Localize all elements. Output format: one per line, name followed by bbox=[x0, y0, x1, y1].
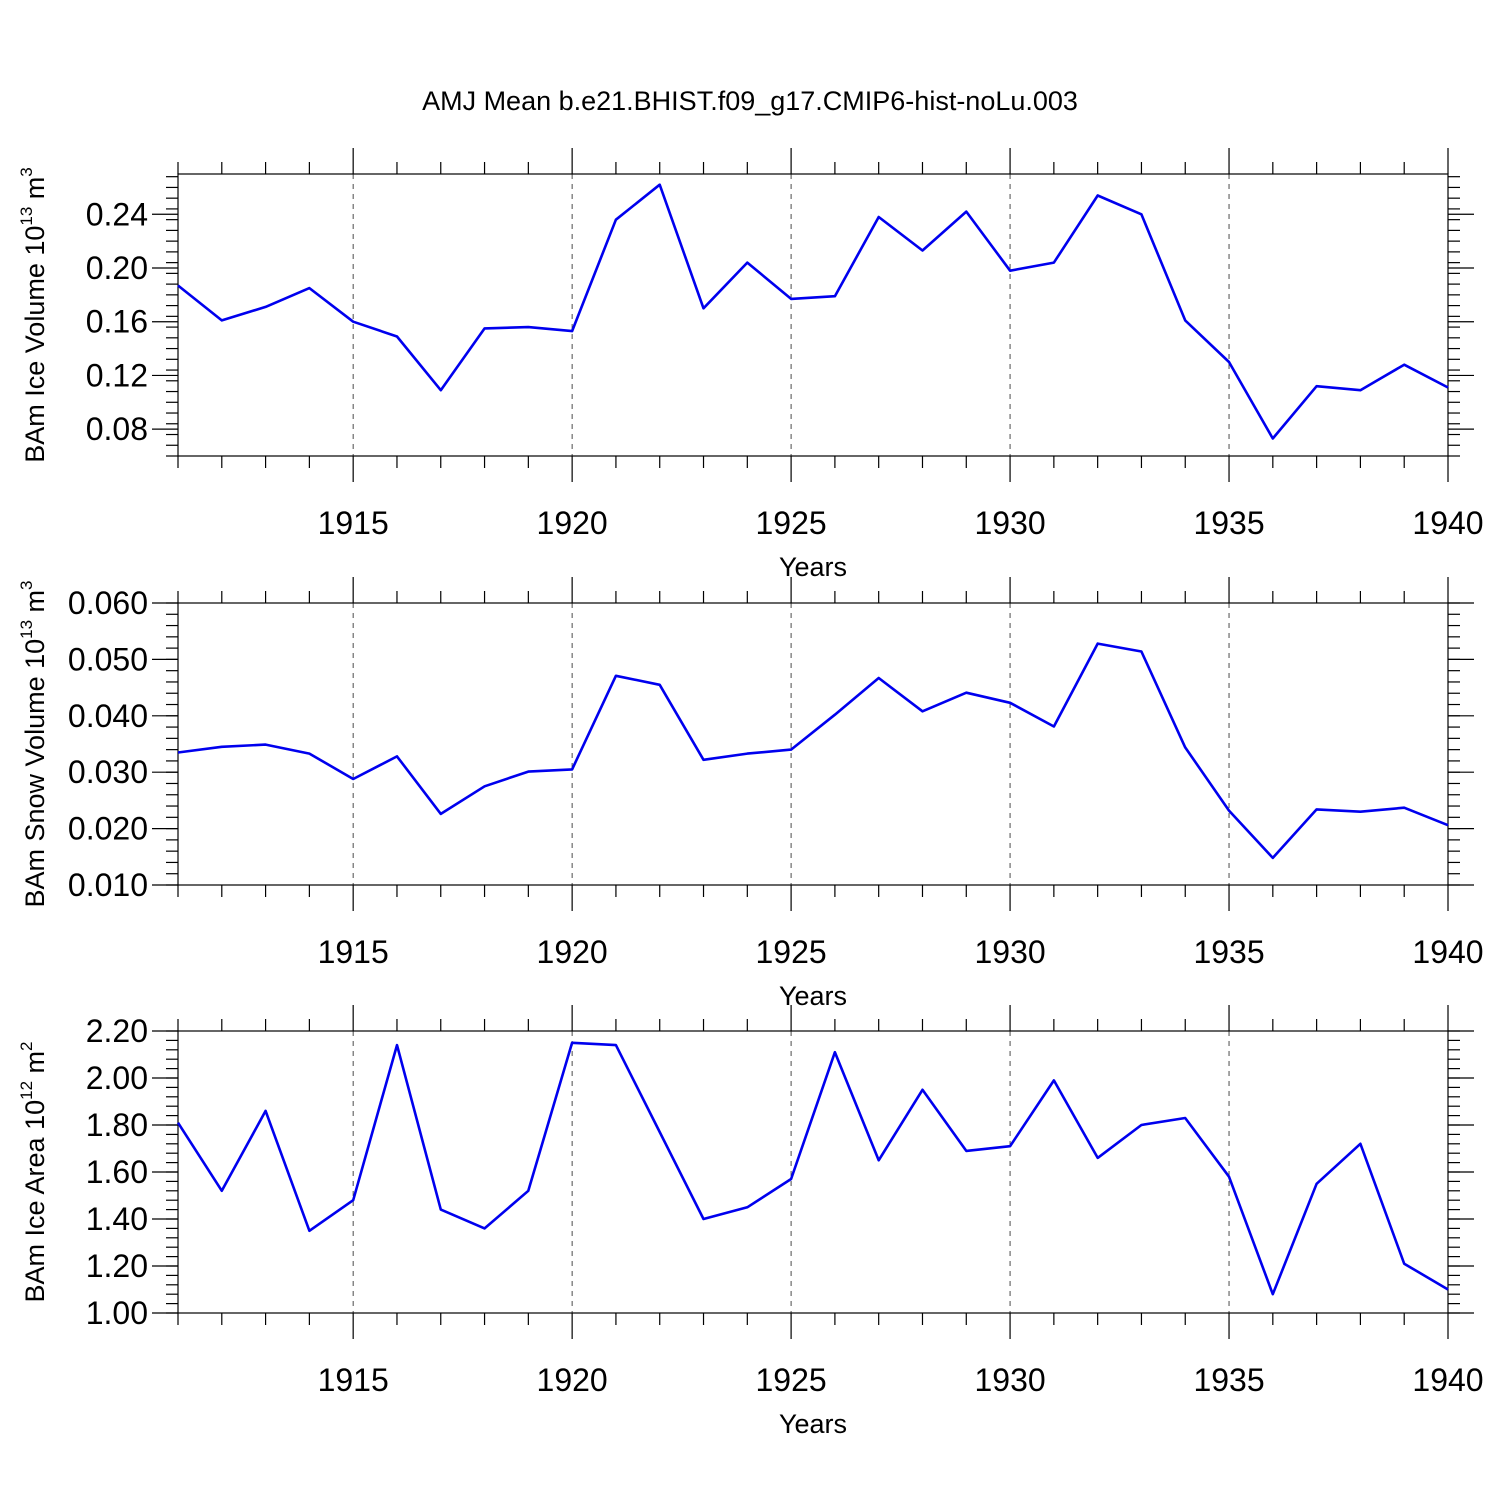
y-tick-label: 0.12 bbox=[86, 357, 148, 393]
y-tick-label: 1.00 bbox=[86, 1295, 148, 1331]
y-axis-label: BAm Ice Volume 1013 m3 bbox=[17, 167, 50, 463]
x-tick-label: 1920 bbox=[537, 1362, 608, 1398]
x-tick-label: 1940 bbox=[1412, 1362, 1483, 1398]
y-tick-label: 0.08 bbox=[86, 411, 148, 447]
panel-3: 1.00 1.20 1.40 1.60 1.80 2.00 2.20 1915 1920 1925… bbox=[17, 1005, 1484, 1439]
y-tick-label: 0.20 bbox=[86, 250, 148, 286]
y-tick-label: 0.040 bbox=[68, 698, 148, 734]
x-tick-label: 1930 bbox=[974, 505, 1045, 541]
y-tick-label: 0.010 bbox=[68, 867, 148, 903]
plot-frame bbox=[177, 173, 1449, 457]
x-tick-label: 1925 bbox=[756, 505, 827, 541]
series-line-1 bbox=[177, 642, 1449, 860]
x-axis-label: Years bbox=[779, 552, 847, 582]
series-line-1 bbox=[177, 183, 1449, 440]
x-tick-label: 1935 bbox=[1193, 1362, 1264, 1398]
x-tick-label: 1925 bbox=[756, 934, 827, 970]
panel-2: 0.010 0.020 0.030 0.040 0.050 0.060 1915 1920 19… bbox=[17, 577, 1484, 1011]
y-tick-label: 0.060 bbox=[68, 585, 148, 621]
x-axis-label: Years bbox=[779, 981, 847, 1011]
x-tick-label: 1930 bbox=[974, 1362, 1045, 1398]
x-tick-label: 1915 bbox=[318, 1362, 389, 1398]
y-axis-label: BAm Snow Volume 1013 m3 bbox=[17, 580, 50, 907]
x-tick-label: 1935 bbox=[1193, 934, 1264, 970]
x-tick-label: 1920 bbox=[537, 505, 608, 541]
y-tick-label: 0.16 bbox=[86, 304, 148, 340]
y-tick-label: 0.050 bbox=[68, 641, 148, 677]
y-tick-label: 1.80 bbox=[86, 1107, 148, 1143]
x-tick-label: 1925 bbox=[756, 1362, 827, 1398]
plot-frame bbox=[177, 602, 1449, 886]
y-tick-label: 2.20 bbox=[86, 1013, 148, 1049]
y-tick-label: 0.030 bbox=[68, 754, 148, 790]
x-tick-label: 1940 bbox=[1412, 934, 1483, 970]
x-tick-label: 1915 bbox=[318, 505, 389, 541]
panel-1: 0.08 0.12 0.16 0.20 0.24 1915 1920 1925 1930 1935… bbox=[17, 148, 1484, 582]
x-tick-label: 1940 bbox=[1412, 505, 1483, 541]
figure-title: AMJ Mean b.e21.BHIST.f09_g17.CMIP6-hist-… bbox=[422, 86, 1078, 116]
x-tick-label: 1935 bbox=[1193, 505, 1264, 541]
x-tick-label: 1920 bbox=[537, 934, 608, 970]
series-line-1 bbox=[176, 1041, 1449, 1296]
y-tick-label: 2.00 bbox=[86, 1060, 148, 1096]
x-tick-label: 1930 bbox=[974, 934, 1045, 970]
y-tick-label: 1.60 bbox=[86, 1154, 148, 1190]
x-axis-label: Years bbox=[779, 1409, 847, 1439]
chart-panels: 0.08 0.12 0.16 0.20 0.24 1915 1920 1925 1930 1935… bbox=[17, 148, 1484, 1439]
y-axis-label: BAm Ice Area 1012 m2 bbox=[17, 1042, 50, 1303]
x-tick-label: 1915 bbox=[318, 934, 389, 970]
y-tick-label: 0.020 bbox=[68, 811, 148, 847]
plot-frame bbox=[177, 1030, 1449, 1314]
y-tick-label: 1.40 bbox=[86, 1201, 148, 1237]
y-tick-label: 0.24 bbox=[86, 196, 148, 232]
y-tick-label: 1.20 bbox=[86, 1248, 148, 1284]
